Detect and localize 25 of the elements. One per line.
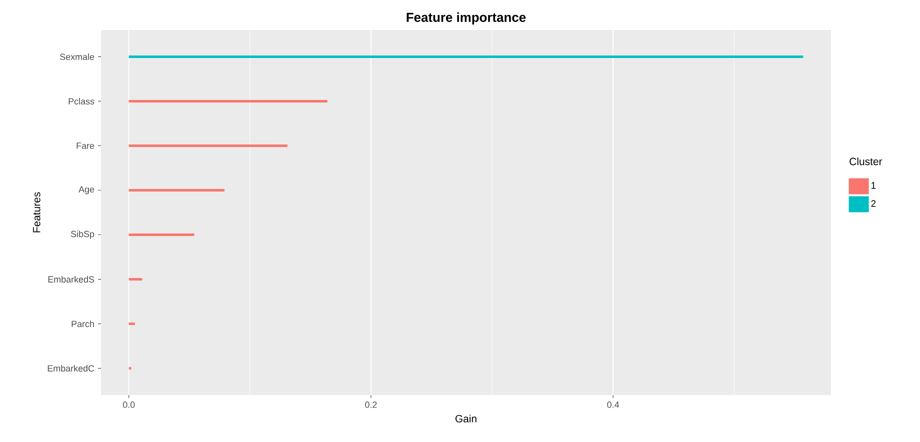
y-tick-label: EmbarkedS [48,276,94,283]
y-tick-label: Pclass [68,98,94,105]
bar [128,100,328,102]
x-axis-title: Gain [455,414,476,422]
x-tick-label: 0.4 [607,402,620,408]
bar [128,278,142,281]
bar [128,144,288,147]
chart-title: Feature importance [406,12,526,25]
y-tick-label: EmbarkedC [48,365,94,372]
x-tick-label: 0.0 [122,402,135,408]
legend-label: 1 [872,182,876,189]
bar [128,55,804,58]
x-tick-label: 0.2 [365,402,377,408]
y-tick-label: Parch [72,320,94,328]
y-axis-title: Features [33,192,40,232]
legend-title: Cluster [850,158,882,166]
y-tick-label: Age [78,186,94,194]
y-tick-label: Sexmale [60,53,94,60]
y-tick-label: SibSp [70,230,94,239]
bar [128,188,224,192]
bar [128,367,132,370]
y-tick-label: Fare [76,142,94,149]
bar [128,234,194,236]
legend-label: 2 [871,200,876,207]
bar [128,322,135,326]
